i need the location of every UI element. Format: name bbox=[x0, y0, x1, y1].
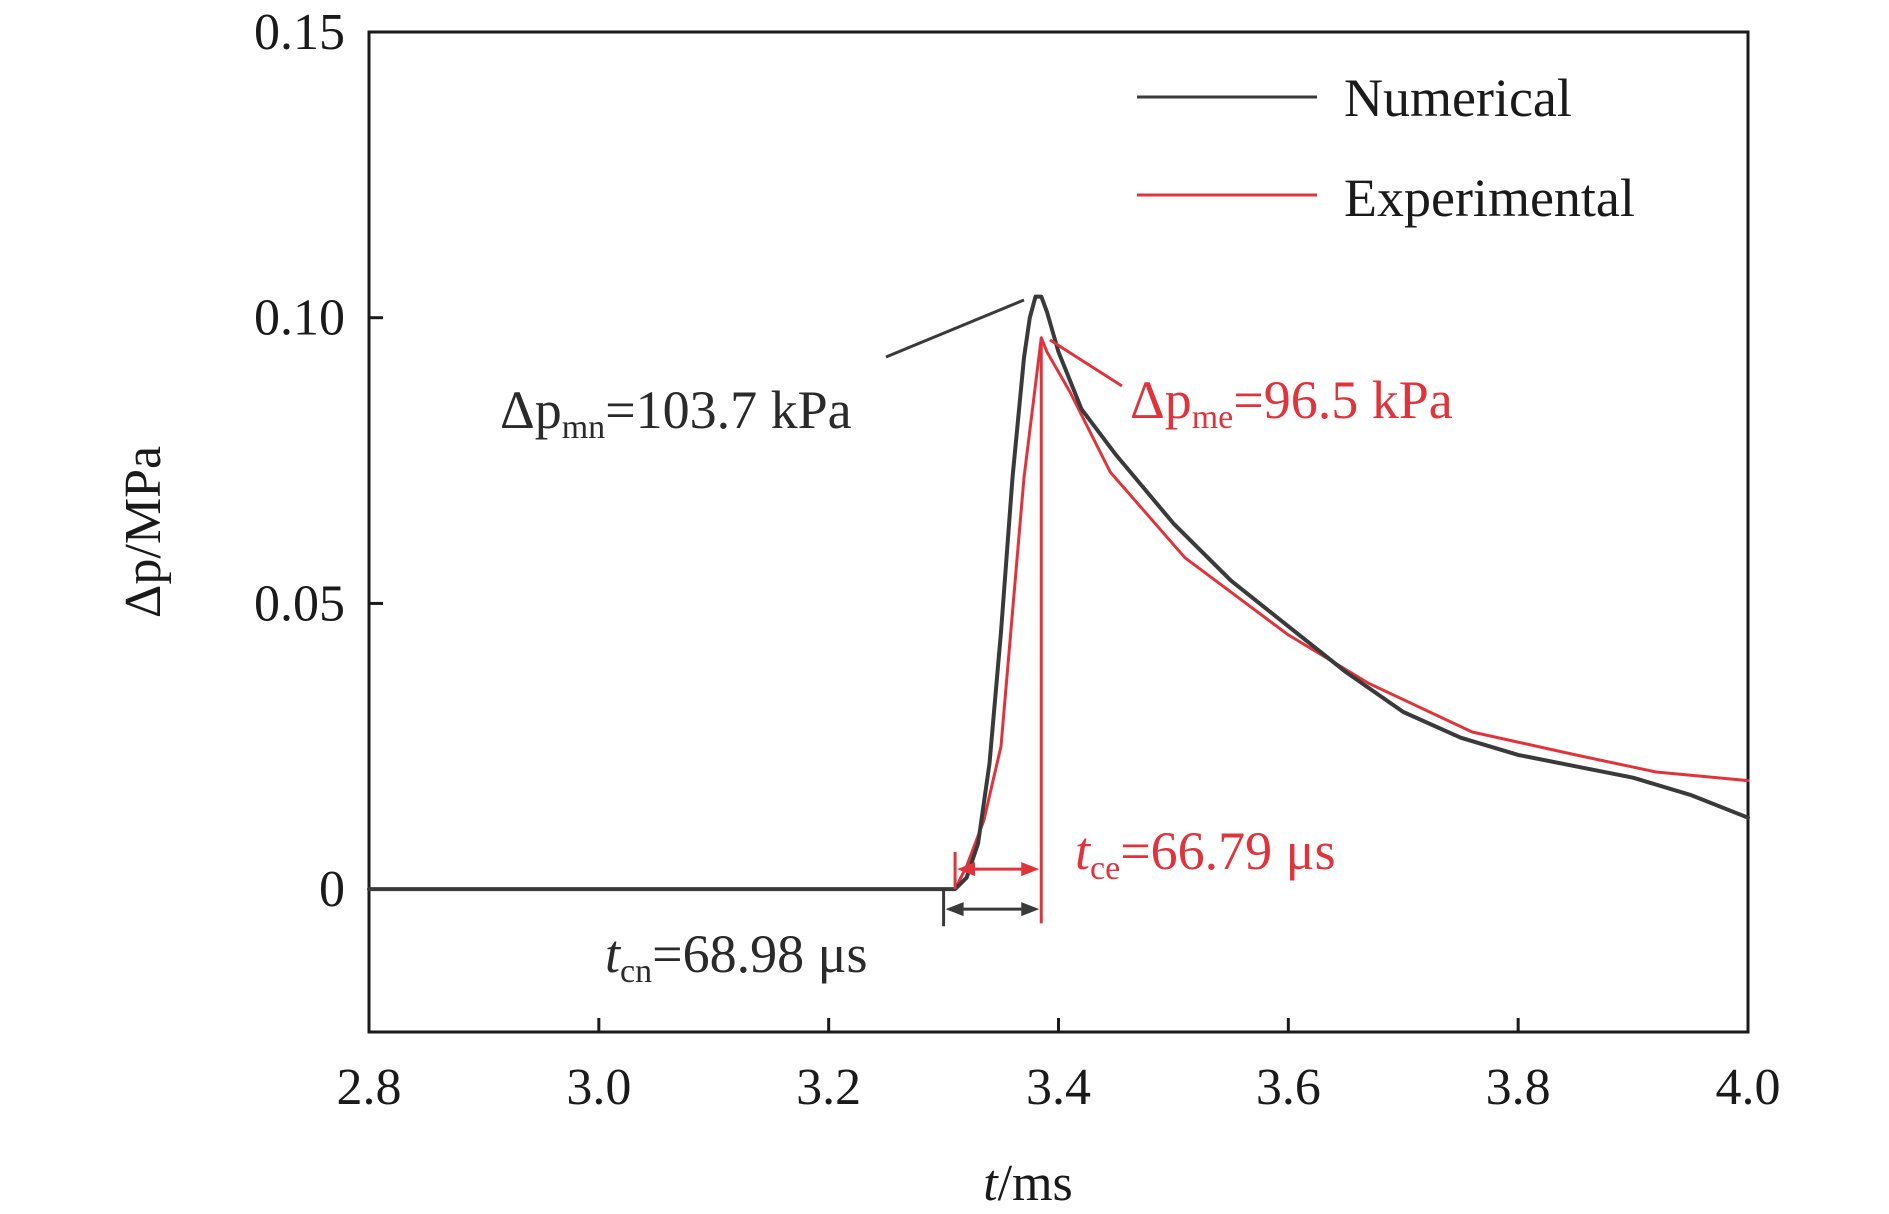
x-tick-label: 4.0 bbox=[1716, 1059, 1781, 1116]
y-tick-label: 0.10 bbox=[254, 290, 345, 347]
y-tick-label: 0.15 bbox=[254, 4, 345, 61]
x-tick-label: 3.2 bbox=[796, 1059, 861, 1116]
annotation-t-cn: tcn=68.98 μs bbox=[605, 924, 868, 990]
annotation-dp-me: Δpme=96.5 kPa bbox=[1130, 370, 1453, 436]
annotation-dp-mn: Δpmn=103.7 kPa bbox=[500, 380, 852, 446]
y-axis-title: Δp/MPa bbox=[115, 446, 172, 618]
y-tick-label: 0 bbox=[319, 861, 345, 918]
leader-dp-me bbox=[1049, 338, 1123, 388]
series-layer bbox=[367, 294, 1750, 892]
leader-dp-mn bbox=[885, 298, 1025, 359]
annotation-t-ce: tce=66.79 μs bbox=[1075, 821, 1336, 887]
tce-arrow-right bbox=[1021, 862, 1040, 877]
y-axis-ticks: 0 0.05 0.10 0.15 bbox=[254, 4, 383, 918]
y-tick-label: 0.05 bbox=[254, 575, 345, 632]
x-tick-label: 3.8 bbox=[1486, 1059, 1551, 1116]
x-tick-label: 3.0 bbox=[566, 1059, 631, 1116]
series-line-numerical bbox=[367, 294, 1750, 892]
x-axis-title: t/ms bbox=[983, 1155, 1073, 1212]
x-tick-label: 3.4 bbox=[1026, 1059, 1091, 1116]
legend-label-experimental: Experimental bbox=[1344, 168, 1635, 228]
x-tick-label: 3.6 bbox=[1256, 1059, 1321, 1116]
legend: Numerical Experimental bbox=[1137, 68, 1635, 228]
annotation-marks bbox=[885, 298, 1123, 927]
tce-arrow-left bbox=[957, 862, 976, 877]
legend-label-numerical: Numerical bbox=[1344, 68, 1572, 128]
x-axis-ticks: 2.8 3.0 3.2 3.4 3.6 3.8 4.0 bbox=[337, 1018, 1781, 1116]
x-tick-label: 2.8 bbox=[337, 1059, 402, 1116]
tcn-arrow-left bbox=[945, 902, 964, 917]
tcn-arrow-right bbox=[1021, 902, 1040, 917]
